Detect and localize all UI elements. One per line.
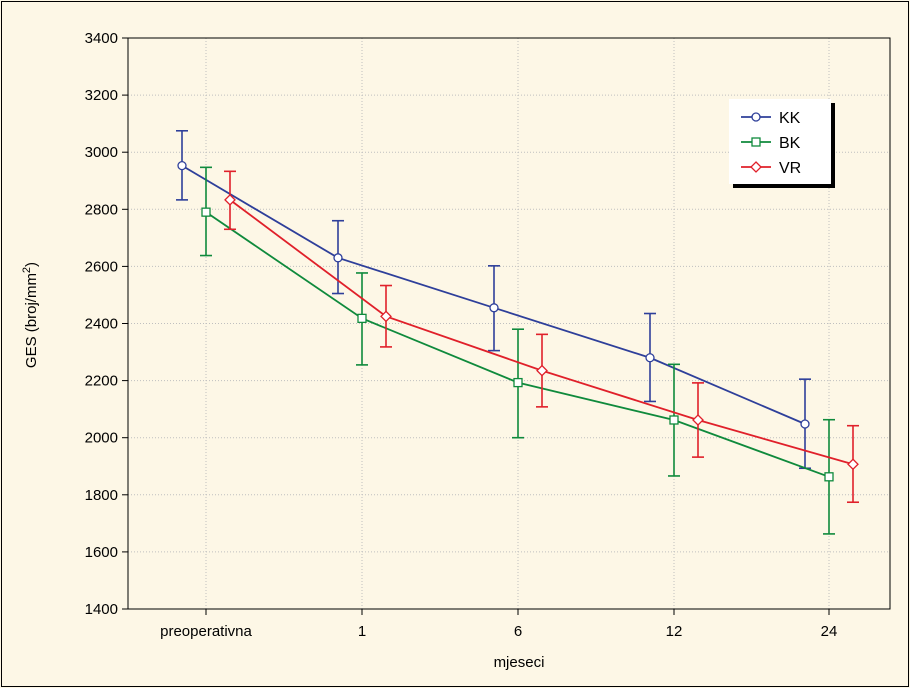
x-tick-label: 6 [514,623,522,640]
data-point [536,364,548,377]
data-point [669,415,679,425]
legend: KK BK VR [729,99,835,188]
data-point [645,353,655,363]
y-tick-label: 3000 [85,144,118,161]
data-point [380,310,392,323]
y-tick-label: 2600 [85,258,118,275]
y-tick-label: 2200 [85,373,118,390]
data-point [224,193,236,206]
y-axis: 1400 1600 1800 2000 2200 2400 2600 2800 3000 3200… [85,30,128,618]
legend-label: KK [779,110,801,127]
data-point [357,313,367,324]
data-point [751,137,761,147]
series-line [229,199,854,466]
x-axis-title: mjeseci [494,654,545,671]
data-point [201,207,211,217]
legend-item-kk: KK [741,110,801,127]
data-point [333,253,343,263]
series-layer [176,129,859,535]
data-point [800,419,810,429]
x-tick-label: 24 [821,623,838,640]
data-point [824,472,834,482]
y-tick-label: 1600 [85,544,118,561]
data-point [750,161,762,173]
series-kk [176,129,811,470]
y-tick-label: 2400 [85,316,118,333]
data-point [692,414,704,426]
series-bk [200,166,835,535]
y-tick-label: 2000 [85,430,118,447]
x-tick-label: 12 [666,623,683,640]
legend-label: VR [779,160,801,177]
y-tick-label: 3200 [85,87,118,104]
data-point [513,377,523,388]
data-point [177,160,187,171]
y-tick-label: 2800 [85,201,118,218]
data-point [847,458,859,471]
x-tick-label: 1 [358,623,366,640]
data-point [751,112,761,122]
y-tick-label: 3400 [85,30,118,47]
y-axis-title: GES (broj/mm2) [21,262,40,368]
data-point [489,303,499,313]
legend-item-vr: VR [741,160,801,177]
y-tick-label: 1800 [85,487,118,504]
series-vr [224,170,859,504]
x-axis: preoperativna 1 6 12 24 [160,609,837,640]
y-tick-label: 1400 [85,601,118,618]
x-tick-label: preoperativna [160,623,252,640]
legend-label: BK [779,135,801,152]
legend-item-bk: BK [741,135,801,152]
